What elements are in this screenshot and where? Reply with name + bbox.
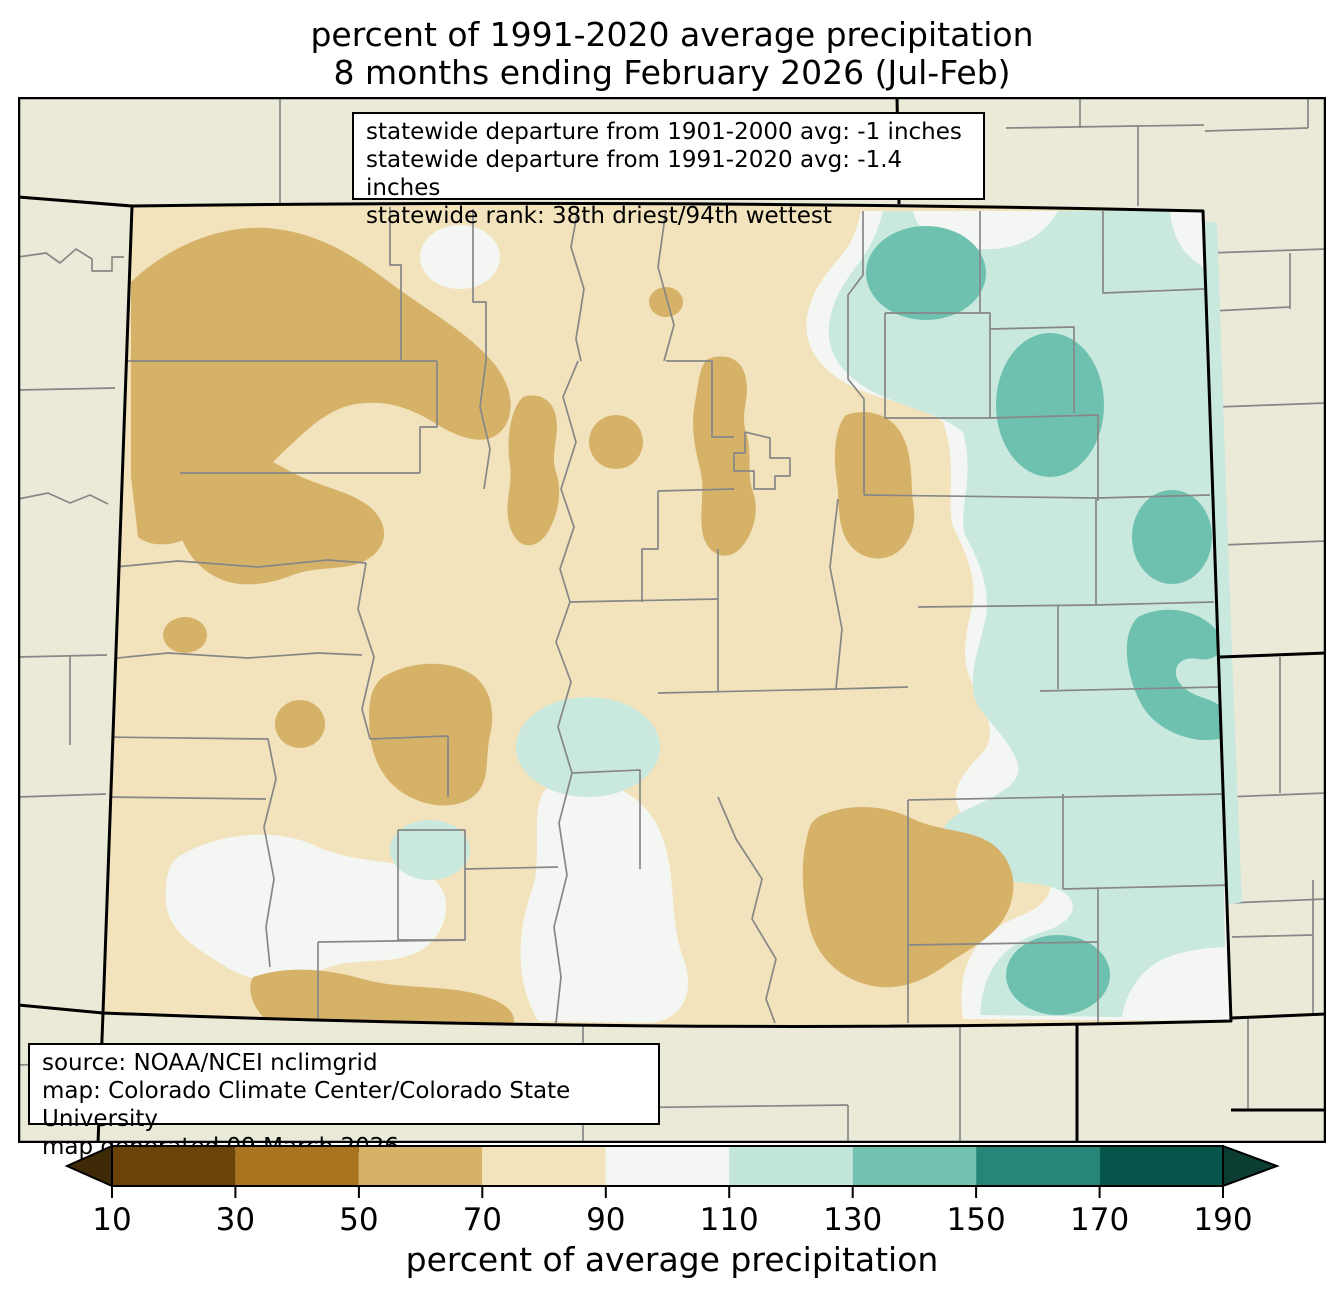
colorado-county-lines (103, 207, 1231, 1024)
source-line2: map: Colorado Climate Center/Colorado St… (42, 1078, 571, 1132)
region-dry-front-range-b (589, 415, 643, 469)
colorbar-seg-170-190 (1099, 1146, 1223, 1186)
colorbar-seg-70-90 (482, 1146, 606, 1186)
tick-label-70: 70 (463, 1202, 502, 1238)
stats-line1: statewide departure from 1901-2000 avg: … (366, 119, 962, 145)
colorbar-tick-labels: 10 30 50 70 90 110 130 150 170 190 (92, 1202, 1252, 1238)
colorbar-outline (111, 1145, 1224, 1187)
region-normal-southwest (165, 834, 447, 982)
map-title-line1: percent of 1991-2020 average precipitati… (310, 15, 1034, 54)
region-wet2-northeast (866, 226, 986, 320)
region-wet2-border-streaks (1126, 609, 1225, 741)
region-dry-west-central (175, 451, 385, 585)
colorbar-seg-30-50 (235, 1146, 359, 1186)
colorbar-seg-150-170 (976, 1146, 1100, 1186)
tick-label-150: 150 (947, 1202, 1006, 1238)
stats-line2: statewide departure from 1991-2020 avg: … (366, 147, 903, 201)
colorbar-seg-110-130 (729, 1146, 853, 1186)
region-wet1-northeast (828, 211, 1225, 1017)
region-dry-south-border (250, 969, 514, 1025)
region-dry-front-range-a (507, 395, 560, 546)
tick-label-130: 130 (823, 1202, 882, 1238)
tick-label-110: 110 (700, 1202, 759, 1238)
map-title: percent of 1991-2020 average precipitati… (0, 16, 1344, 92)
region-normal-north-center (420, 225, 500, 289)
source-line1: source: NOAA/NCEI nclimgrid (42, 1050, 378, 1076)
colorbar-seg-50-70 (358, 1146, 483, 1186)
tick-label-190: 190 (1193, 1202, 1252, 1238)
region-wet1-southwest (390, 820, 470, 880)
neighbor-county-lines (18, 97, 1326, 1143)
colorbar-seg-130-150 (852, 1146, 977, 1186)
region-dry-north-small (649, 287, 683, 317)
map-frame (18, 97, 1326, 1143)
colorbar-axis-label: percent of average precipitation (405, 1240, 939, 1279)
colorado-state-border (101, 201, 1233, 1028)
tick-label-30: 30 (216, 1202, 255, 1238)
tick-label-50: 50 (339, 1202, 378, 1238)
region-wet2-east-central (996, 333, 1104, 477)
region-dry-south-central (369, 663, 493, 806)
colorbar-segments (64, 1144, 1280, 1188)
region-dry-west-small (163, 617, 207, 653)
source-attribution-box: source: NOAA/NCEI nclimgrid map: Colorad… (28, 1043, 660, 1160)
colorbar-seg-90-110 (605, 1146, 730, 1186)
tick-label-10: 10 (92, 1202, 131, 1238)
colorado-fill-layers (103, 203, 1231, 1027)
colorbar-right-arrow (1222, 1144, 1280, 1188)
stats-line3: statewide rank: 38th driest/94th wettest (366, 203, 832, 229)
region-wet1-south-center (516, 697, 660, 797)
region-wet-spill-east (1204, 222, 1242, 905)
region-dry-elbert (834, 411, 915, 559)
statewide-stats-box: statewide departure from 1901-2000 avg: … (352, 112, 985, 229)
colorbar-left-arrow (64, 1144, 113, 1188)
map-title-line2: 8 months ending February 2026 (Jul-Feb) (333, 53, 1011, 92)
precipitation-map (18, 97, 1326, 1143)
region-wet2-east-border (1132, 490, 1212, 584)
region-dry-southwest-small (275, 700, 325, 748)
colorbar-seg-10-30 (112, 1146, 236, 1186)
region-dry-front-range-c (693, 356, 756, 556)
region-wet2-southeast (1006, 935, 1110, 1015)
tick-label-170: 170 (1070, 1202, 1129, 1238)
colorbar: 10 30 50 70 90 110 130 150 170 190 (64, 1144, 1280, 1238)
colorbar-ticks (111, 1186, 1224, 1198)
tick-label-90: 90 (586, 1202, 625, 1238)
